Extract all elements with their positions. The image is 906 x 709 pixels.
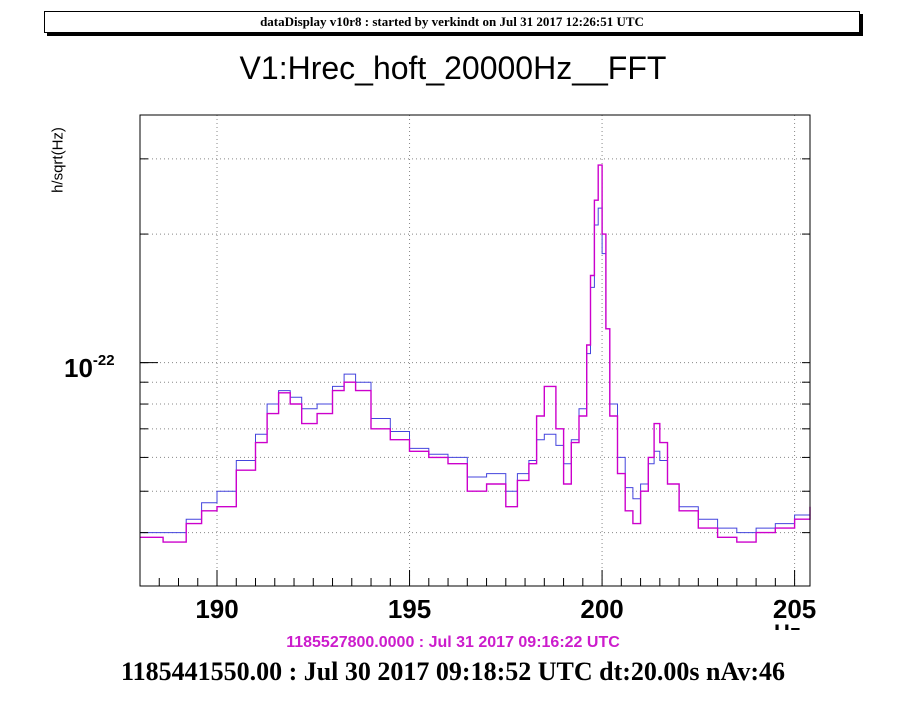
x-tick-label: 190 xyxy=(195,594,238,624)
chart-title: V1:Hrec_hoft_20000Hz__FFT xyxy=(239,50,667,86)
series-layer xyxy=(140,164,811,543)
x-tick-label: 195 xyxy=(388,594,431,624)
y-tick-exponent: -22 xyxy=(93,352,115,369)
series-line-current xyxy=(140,164,811,543)
series-line-reference xyxy=(140,207,811,534)
axes xyxy=(139,114,811,587)
x-tick-label: 205 xyxy=(773,594,816,624)
y-tick-base: 10 xyxy=(64,353,93,383)
x-axis-unit-label: Hz xyxy=(774,620,814,630)
grid-lines xyxy=(140,115,810,587)
tick-labels: 10-22 190 195 200 205 xyxy=(64,352,816,624)
fft-info-line: 1185441550.00 : Jul 30 2017 09:18:52 UTC… xyxy=(121,657,785,686)
header-banner: dataDisplay v10r8 : started by verkindt … xyxy=(44,11,860,33)
reference-time: 1185527800.0000 : Jul 31 2017 09:16:22 U… xyxy=(286,634,620,651)
plot-frame xyxy=(139,114,811,587)
header-text: dataDisplay v10r8 : started by verkindt … xyxy=(260,14,644,29)
y-tick-label: 10-22 xyxy=(64,352,115,383)
x-tick-label: 200 xyxy=(580,594,623,624)
